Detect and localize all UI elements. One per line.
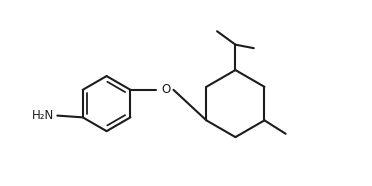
- Text: O: O: [161, 83, 170, 96]
- Text: H₂N: H₂N: [32, 109, 55, 122]
